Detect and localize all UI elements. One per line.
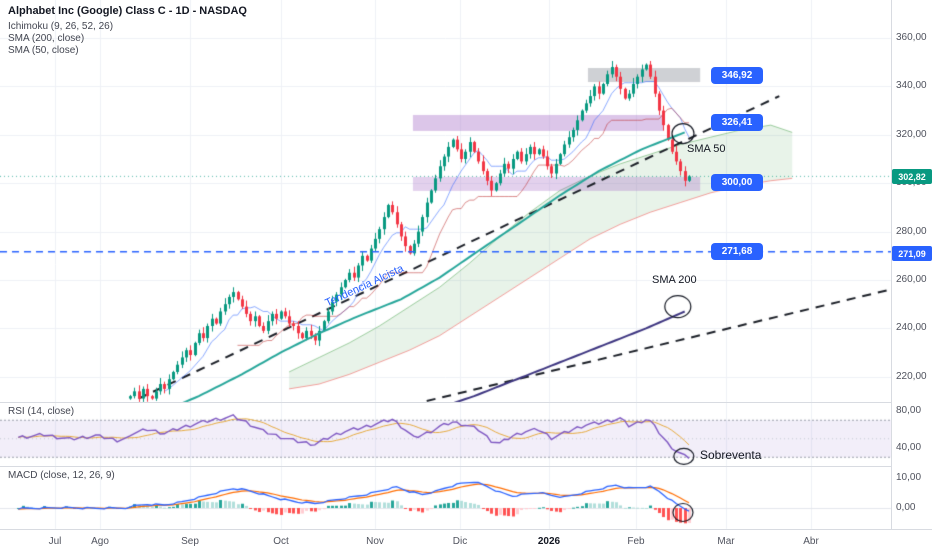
axis-tick-label: 240,00 bbox=[896, 322, 927, 333]
time-tick-label: Feb bbox=[627, 536, 645, 547]
axis-tick-label: 220,00 bbox=[896, 371, 927, 382]
time-tick-label: 2026 bbox=[537, 536, 561, 547]
hline-axis-badge[interactable]: 271,09 bbox=[892, 246, 932, 261]
price-level-badge-346-92[interactable]: 346,92 bbox=[711, 67, 763, 84]
price-level-badge-300-00[interactable]: 300,00 bbox=[711, 174, 763, 191]
indicator-ichimoku[interactable]: Ichimoku (9, 26, 52, 26) bbox=[8, 21, 114, 32]
pane-divider-rsi[interactable] bbox=[0, 402, 891, 403]
sma50-annotation-label: SMA 50 bbox=[687, 143, 726, 155]
indicator-sma50[interactable]: SMA (50, close) bbox=[8, 45, 79, 56]
axis-tick-label: 360,00 bbox=[896, 32, 927, 43]
axis-tick-label: 280,00 bbox=[896, 226, 927, 237]
axis-tick-label: 10,00 bbox=[896, 472, 922, 483]
time-tick-label: Sep bbox=[181, 536, 199, 547]
symbol-title[interactable]: Alphabet Inc (Google) Class C - 1D - NAS… bbox=[8, 5, 247, 17]
time-tick-label: Abr bbox=[803, 536, 819, 547]
time-tick-label: Jul bbox=[48, 536, 62, 547]
axis-tick-label: 40,00 bbox=[896, 442, 922, 453]
axis-tick-label: 320,00 bbox=[896, 129, 927, 140]
indicator-sma200[interactable]: SMA (200, close) bbox=[8, 33, 85, 44]
time-tick-label: Dic bbox=[452, 536, 468, 547]
time-tick-label: Mar bbox=[717, 536, 735, 547]
axis-tick-label: 80,00 bbox=[896, 405, 922, 416]
last-price-axis-badge[interactable]: 302,82 bbox=[892, 169, 932, 184]
time-tick-label: Ago bbox=[91, 536, 109, 547]
axis-tick-label: 260,00 bbox=[896, 274, 927, 285]
oversold-annotation-label: Sobreventa bbox=[700, 448, 762, 462]
price-level-badge-326-41[interactable]: 326,41 bbox=[711, 114, 763, 131]
axis-tick-label: 0,00 bbox=[896, 502, 916, 513]
sma200-annotation-label: SMA 200 bbox=[652, 274, 697, 286]
time-axis-border bbox=[0, 529, 932, 530]
macd-pane-label[interactable]: MACD (close, 12, 26, 9) bbox=[8, 470, 115, 481]
price-level-badge-271-68[interactable]: 271,68 bbox=[711, 243, 763, 260]
time-tick-label: Oct bbox=[273, 536, 289, 547]
symbol-legend: Alphabet Inc (Google) Class C - 1D - NAS… bbox=[8, 5, 247, 57]
time-tick-label: Nov bbox=[366, 536, 384, 547]
axis-tick-label: 340,00 bbox=[896, 80, 927, 91]
pane-divider-macd[interactable] bbox=[0, 466, 891, 467]
rsi-pane-label[interactable]: RSI (14, close) bbox=[8, 406, 75, 417]
price-axis-border bbox=[891, 0, 892, 529]
